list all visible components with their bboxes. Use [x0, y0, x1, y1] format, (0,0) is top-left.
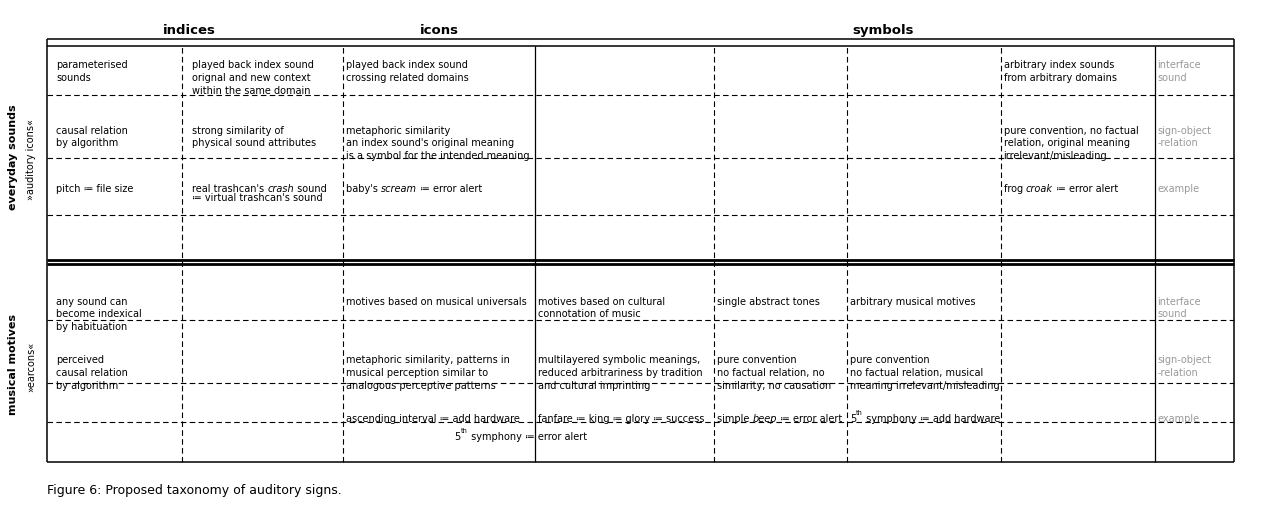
Text: arbitrary musical motives: arbitrary musical motives [850, 296, 975, 306]
Text: simple: simple [717, 413, 753, 423]
Text: causal relation
by algorithm: causal relation by algorithm [56, 125, 128, 148]
Text: example: example [1157, 413, 1199, 423]
Text: ≔ error alert: ≔ error alert [777, 413, 842, 423]
Text: »auditory icons«: »auditory icons« [26, 119, 36, 199]
Text: everyday sounds: everyday sounds [8, 104, 18, 210]
Text: musical motives: musical motives [8, 313, 18, 414]
Text: scream: scream [380, 184, 416, 194]
Text: frog: frog [1004, 184, 1025, 194]
Text: parameterised
sounds: parameterised sounds [56, 60, 128, 83]
Text: symphony ≔ error alert: symphony ≔ error alert [467, 431, 586, 441]
Text: metaphoric similarity
an index sound's original meaning
is a symbol for the inte: metaphoric similarity an index sound's o… [346, 125, 529, 161]
Text: th: th [856, 410, 863, 415]
Text: played back index sound
crossing related domains: played back index sound crossing related… [346, 60, 468, 83]
Text: multilayered symbolic meanings,
reduced arbitrariness by tradition
and cultural : multilayered symbolic meanings, reduced … [538, 355, 703, 390]
Text: real trashcan's: real trashcan's [192, 184, 268, 194]
Text: baby's: baby's [346, 184, 380, 194]
Text: interface
sound: interface sound [1157, 60, 1201, 83]
Text: indices: indices [163, 24, 216, 36]
Text: example: example [1157, 184, 1199, 194]
Text: pure convention
no factual relation, musical
meaning irrelevant/misleading: pure convention no factual relation, mus… [850, 355, 1000, 390]
Text: metaphoric similarity, patterns in
musical perception similar to
analogous perce: metaphoric similarity, patterns in music… [346, 355, 509, 390]
Text: th: th [461, 427, 467, 433]
Text: beep: beep [753, 413, 777, 423]
Text: ≔ error alert: ≔ error alert [416, 184, 481, 194]
Text: croak: croak [1025, 184, 1052, 194]
Text: 5: 5 [850, 413, 856, 423]
Text: ascending interval ≔ add hardware: ascending interval ≔ add hardware [346, 413, 520, 423]
Text: Figure 6: Proposed taxonomy of auditory signs.: Figure 6: Proposed taxonomy of auditory … [47, 483, 342, 495]
Text: interface
sound: interface sound [1157, 296, 1201, 319]
Text: ≔ error alert: ≔ error alert [1052, 184, 1117, 194]
Text: single abstract tones: single abstract tones [717, 296, 819, 306]
Text: any sound can
become indexical
by habituation: any sound can become indexical by habitu… [56, 296, 142, 332]
Text: sign-object
-relation: sign-object -relation [1157, 125, 1211, 148]
Text: crash: crash [268, 184, 294, 194]
Text: sound: sound [294, 184, 326, 194]
Text: pure convention
no factual relation, no
similarity, no causation: pure convention no factual relation, no … [717, 355, 831, 390]
Text: pure convention, no factual
relation, original meaning
irrelevant/misleading: pure convention, no factual relation, or… [1004, 125, 1138, 161]
Text: fanfare ≔ king ≔ glory ≔ success: fanfare ≔ king ≔ glory ≔ success [538, 413, 704, 423]
Text: motives based on cultural
connotation of music: motives based on cultural connotation of… [538, 296, 664, 319]
Text: icons: icons [420, 24, 458, 36]
Text: ≔ virtual trashcan's sound: ≔ virtual trashcan's sound [192, 193, 323, 203]
Text: strong similarity of
physical sound attributes: strong similarity of physical sound attr… [192, 125, 316, 148]
Text: played back index sound
orignal and new context
within the same domain: played back index sound orignal and new … [192, 60, 314, 95]
Text: symbols: symbols [852, 24, 914, 36]
Text: sign-object
-relation: sign-object -relation [1157, 355, 1211, 377]
Text: perceived
causal relation
by algorithm: perceived causal relation by algorithm [56, 355, 128, 390]
Text: arbitrary index sounds
from arbitrary domains: arbitrary index sounds from arbitrary do… [1004, 60, 1116, 83]
Text: 5: 5 [454, 431, 461, 441]
Text: motives based on musical universals: motives based on musical universals [346, 296, 526, 306]
Text: pitch ≔ file size: pitch ≔ file size [56, 184, 133, 194]
Text: »earcons«: »earcons« [26, 341, 36, 392]
Text: symphony ≔ add hardware: symphony ≔ add hardware [863, 413, 1000, 423]
